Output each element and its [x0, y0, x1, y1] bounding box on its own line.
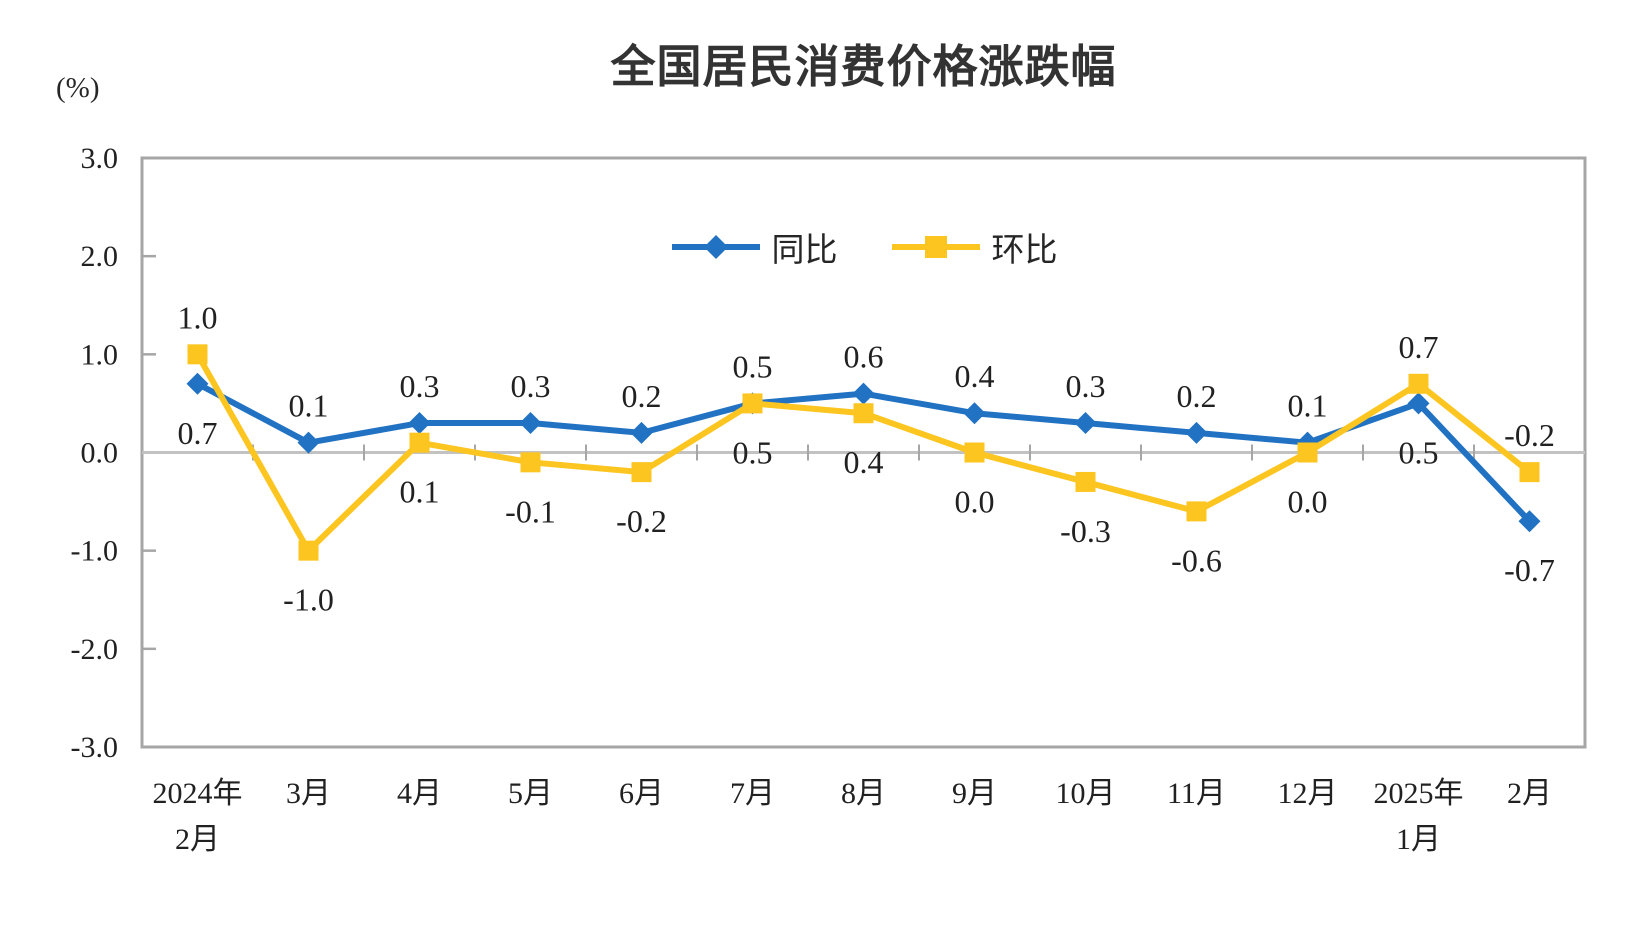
- data-point-marker-square: [742, 393, 763, 414]
- y-axis-tick-label: 2.0: [81, 240, 119, 273]
- data-label: 0.3: [400, 368, 440, 404]
- y-axis-tick-label: -2.0: [71, 633, 119, 666]
- data-point-marker-square: [1297, 442, 1318, 463]
- data-point-marker-square: [409, 432, 430, 453]
- data-point-marker-square: [1408, 373, 1429, 394]
- data-point-marker-diamond: [852, 382, 875, 405]
- data-label: -0.7: [1504, 552, 1555, 588]
- chart-title: 全国居民消费价格涨跌幅: [610, 41, 1117, 92]
- data-point-marker-square: [298, 540, 319, 561]
- y-axis-tick-label: -3.0: [71, 731, 119, 764]
- data-point-marker-square: [853, 403, 874, 424]
- data-label: 0.4: [844, 444, 884, 480]
- data-point-marker-square: [1186, 501, 1207, 522]
- x-axis-label: 12月: [1278, 777, 1338, 810]
- data-point-marker-diamond: [1407, 392, 1430, 415]
- data-label: 0.3: [1066, 368, 1106, 404]
- x-axis-label: 2024年: [153, 777, 243, 810]
- x-axis-label: 7月: [730, 777, 775, 810]
- y-axis-tick-label: 1.0: [81, 338, 119, 371]
- x-axis-label: 2025年: [1374, 777, 1464, 810]
- data-point-marker-diamond: [1518, 510, 1541, 533]
- x-axis-label: 2月: [1507, 777, 1552, 810]
- data-label: 0.7: [1399, 329, 1439, 365]
- data-label: 0.3: [511, 368, 551, 404]
- data-label: -0.3: [1060, 513, 1111, 549]
- data-point-marker-square: [631, 462, 652, 483]
- data-label: 0.0: [1288, 484, 1328, 520]
- data-label: 0.5: [1399, 434, 1439, 470]
- data-label: 0.4: [955, 358, 995, 394]
- x-axis-label: 3月: [286, 777, 331, 810]
- data-label: -1.0: [283, 582, 334, 618]
- y-axis-tick-label: -1.0: [71, 535, 119, 568]
- y-axis-tick-label: 3.0: [81, 142, 119, 175]
- legend-marker: [924, 236, 947, 258]
- data-label: -0.1: [505, 493, 556, 529]
- data-point-marker-square: [964, 442, 985, 463]
- data-point-marker-diamond: [297, 431, 320, 454]
- y-axis-tick-label: 0.0: [81, 437, 119, 470]
- data-label: -0.2: [1504, 417, 1555, 453]
- data-point-marker-square: [1519, 462, 1540, 483]
- legend-marker: [703, 235, 728, 259]
- mom-line-square-icon: [891, 236, 980, 258]
- legend-label-yoy: 同比: [771, 233, 838, 269]
- data-point-marker-square: [520, 452, 541, 473]
- x-axis-label: 8月: [841, 777, 886, 810]
- x-axis-label: 4月: [397, 777, 442, 810]
- legend-item-yoy: 同比: [670, 223, 838, 271]
- data-point-marker-diamond: [963, 402, 986, 425]
- data-label: -0.6: [1171, 542, 1222, 578]
- x-axis-label: 6月: [619, 777, 664, 810]
- data-label: 0.6: [844, 339, 884, 375]
- data-label: -0.2: [616, 503, 667, 539]
- data-label: 1.0: [178, 299, 218, 335]
- data-point-marker-diamond: [630, 421, 653, 444]
- x-axis-label: 5月: [508, 777, 553, 810]
- legend-item-mom: 环比: [890, 223, 1058, 271]
- data-label: 0.1: [400, 474, 440, 510]
- x-axis-label: 2月: [175, 823, 220, 856]
- data-point-marker-diamond: [1185, 421, 1208, 444]
- chart-legend: 同比 环比: [142, 223, 1585, 271]
- data-point-marker-diamond: [519, 412, 542, 435]
- data-label: 0.5: [733, 348, 773, 384]
- legend-label-mom: 环比: [991, 233, 1058, 269]
- data-point-marker-diamond: [186, 372, 209, 395]
- x-axis-label: 10月: [1056, 777, 1116, 810]
- data-point-marker-diamond: [1074, 412, 1097, 435]
- x-axis-label: 11月: [1167, 777, 1226, 810]
- x-axis-label: 1月: [1396, 823, 1441, 856]
- yoy-line-diamond-icon: [671, 235, 760, 259]
- data-point-marker-square: [187, 344, 208, 365]
- data-label: 0.2: [1177, 378, 1217, 414]
- x-axis-label: 9月: [952, 777, 997, 810]
- data-label: 0.2: [622, 378, 662, 414]
- data-label: 0.0: [955, 484, 995, 520]
- y-axis-unit-label: (%): [56, 72, 100, 104]
- data-point-marker-diamond: [408, 412, 431, 435]
- data-label: 0.1: [1288, 388, 1328, 424]
- data-label: 0.5: [733, 434, 773, 470]
- data-point-marker-square: [1075, 471, 1096, 492]
- data-label: 0.7: [178, 415, 218, 451]
- data-label: 0.1: [289, 388, 329, 424]
